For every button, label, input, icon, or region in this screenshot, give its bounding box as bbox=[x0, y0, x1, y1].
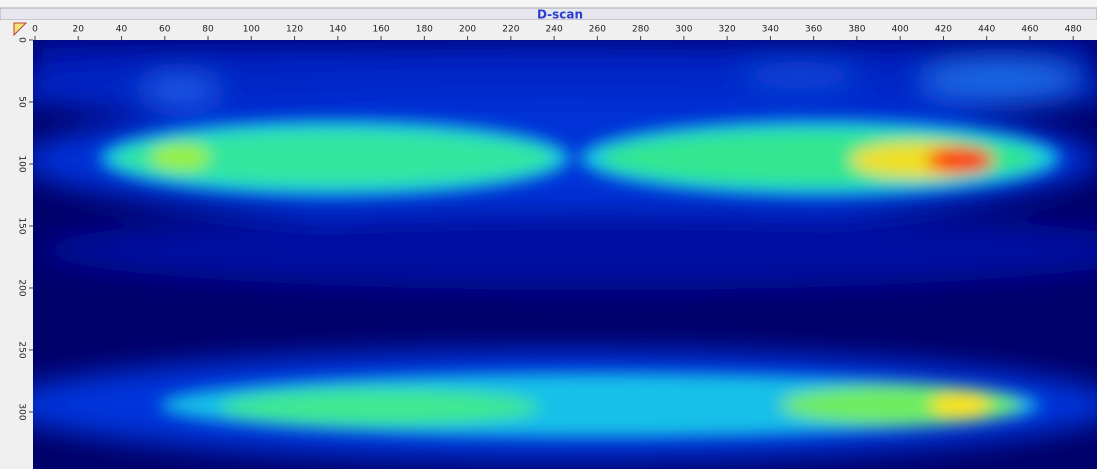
x-tick-label: 480 bbox=[1065, 25, 1082, 35]
d-scan-window: D-scan 02040608010012014 bbox=[0, 0, 1097, 469]
heatmap bbox=[0, 40, 1097, 469]
x-tick-label: 100 bbox=[243, 25, 260, 35]
x-tick-label: 20 bbox=[73, 25, 85, 35]
y-tick-label: 100 bbox=[17, 155, 27, 172]
x-tick-label: 240 bbox=[546, 25, 563, 35]
x-tick-label: 180 bbox=[416, 25, 433, 35]
x-tick-label: 0 bbox=[32, 25, 38, 35]
x-tick-label: 60 bbox=[159, 25, 171, 35]
title: D-scan bbox=[537, 8, 583, 22]
y-tick-label: 0 bbox=[17, 37, 27, 43]
y-tick-label: 50 bbox=[17, 96, 27, 108]
x-tick-label: 420 bbox=[935, 25, 952, 35]
x-tick-label: 320 bbox=[719, 25, 736, 35]
x-tick-label: 440 bbox=[978, 25, 995, 35]
x-tick-label: 160 bbox=[372, 25, 389, 35]
x-tick-label: 220 bbox=[502, 25, 519, 35]
x-tick-label: 360 bbox=[805, 25, 822, 35]
y-tick-label: 300 bbox=[17, 403, 27, 420]
y-tick-label: 150 bbox=[17, 217, 27, 234]
y-tick-label: 200 bbox=[17, 279, 27, 296]
x-tick-label: 280 bbox=[632, 25, 649, 35]
x-tick-label: 460 bbox=[1021, 25, 1038, 35]
x-tick-label: 40 bbox=[116, 25, 128, 35]
x-tick-label: 340 bbox=[762, 25, 779, 35]
x-tick-label: 200 bbox=[459, 25, 476, 35]
x-tick-label: 300 bbox=[675, 25, 692, 35]
x-tick-label: 400 bbox=[892, 25, 909, 35]
y-tick-label: 250 bbox=[17, 341, 27, 358]
x-tick-label: 120 bbox=[286, 25, 303, 35]
x-tick-label: 380 bbox=[848, 25, 865, 35]
x-tick-label: 260 bbox=[589, 25, 606, 35]
x-tick-label: 80 bbox=[202, 25, 214, 35]
y-ruler bbox=[0, 20, 33, 469]
x-tick-label: 140 bbox=[329, 25, 346, 35]
